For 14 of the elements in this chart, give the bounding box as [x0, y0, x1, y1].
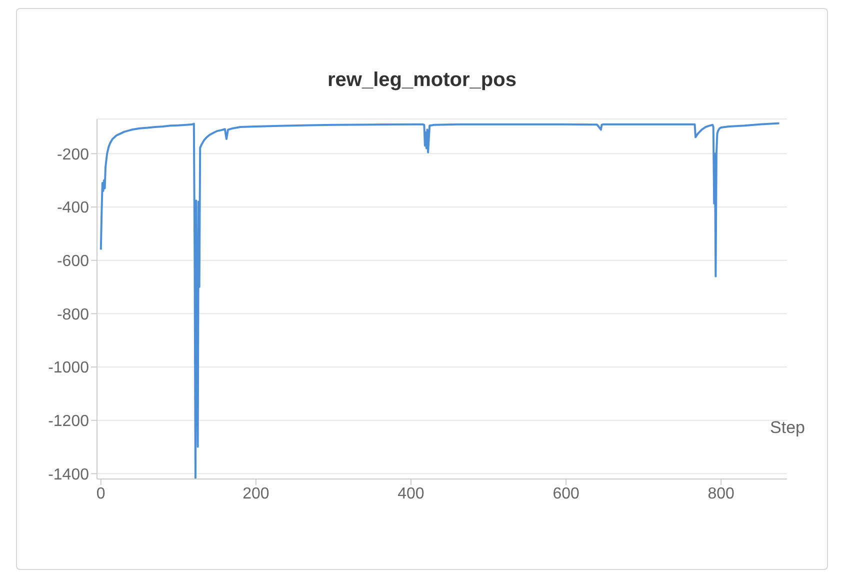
x-tick-label: 400 [398, 485, 424, 502]
y-tick-label: -400 [56, 200, 90, 217]
x-tick-label: 200 [242, 485, 270, 502]
y-tick-label: -1000 [48, 360, 90, 377]
x-tick-label: 800 [708, 485, 735, 502]
y-tick-label: -600 [56, 253, 90, 270]
chart-title: rew_leg_motor_pos [326, 69, 518, 93]
y-tick-label: -800 [56, 306, 90, 324]
x-tick-label: 600 [552, 485, 580, 502]
x-axis-title: Step [770, 418, 805, 438]
y-tick-label: -1400 [48, 466, 90, 484]
x-tick-label: 0 [96, 485, 106, 502]
y-tick-label: -200 [56, 146, 90, 164]
y-tick-label: -1200 [48, 413, 90, 430]
